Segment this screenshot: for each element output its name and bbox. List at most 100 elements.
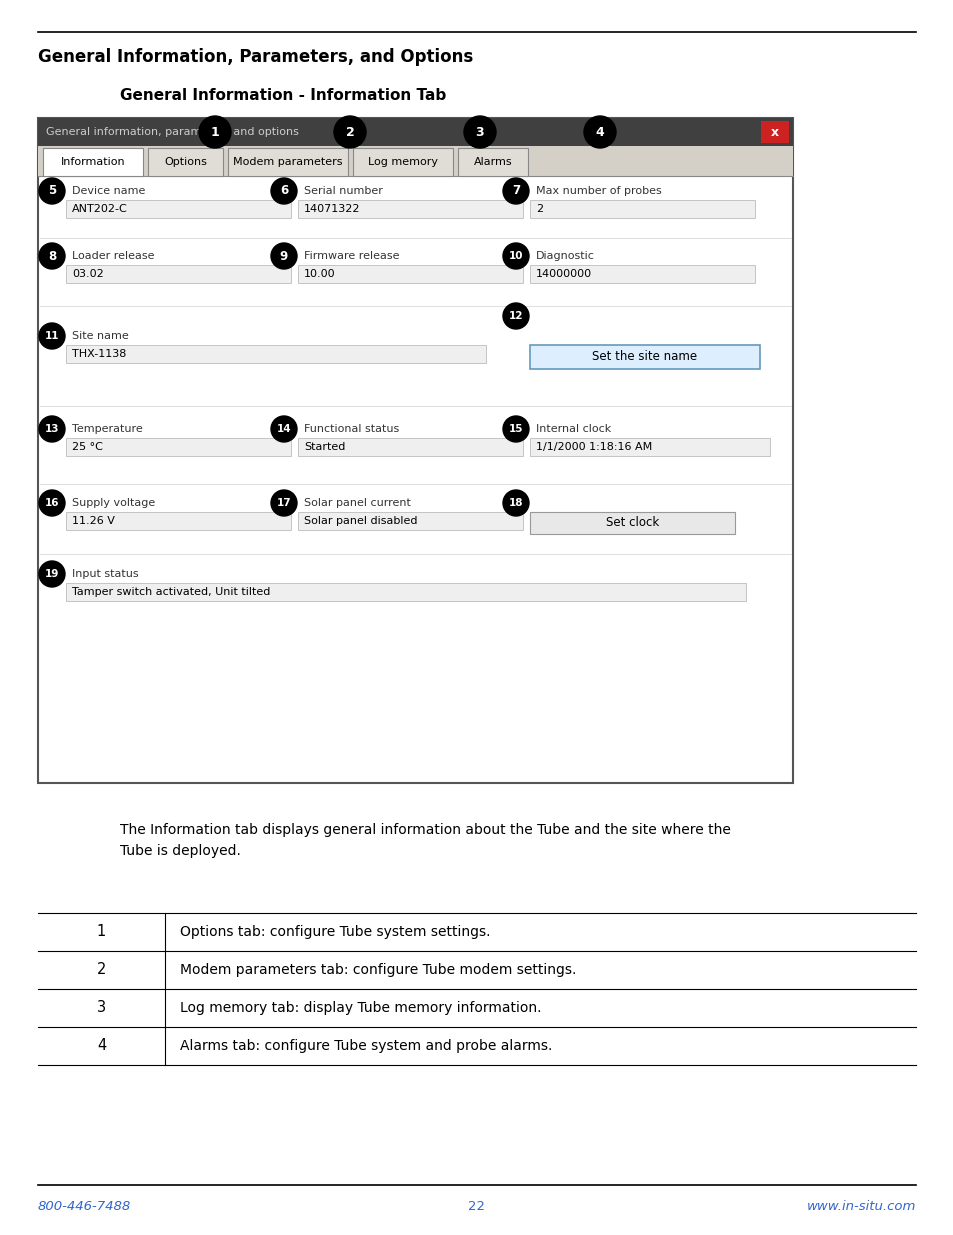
Circle shape <box>583 116 616 148</box>
FancyBboxPatch shape <box>66 345 485 363</box>
FancyBboxPatch shape <box>530 266 754 283</box>
Circle shape <box>502 416 529 442</box>
Text: General Information - Information Tab: General Information - Information Tab <box>120 88 446 103</box>
Text: Modem parameters: Modem parameters <box>233 157 342 167</box>
Text: 25 °C: 25 °C <box>71 442 103 452</box>
FancyBboxPatch shape <box>530 345 760 369</box>
Text: Alarms tab: configure Tube system and probe alarms.: Alarms tab: configure Tube system and pr… <box>180 1039 552 1053</box>
Text: Site name: Site name <box>71 331 129 341</box>
Text: Max number of probes: Max number of probes <box>536 186 661 196</box>
Text: 5: 5 <box>48 184 56 198</box>
Text: 18: 18 <box>508 498 522 508</box>
Circle shape <box>39 416 65 442</box>
FancyBboxPatch shape <box>530 513 734 534</box>
Circle shape <box>502 303 529 329</box>
Circle shape <box>271 178 296 204</box>
Text: General information, parameters and options: General information, parameters and opti… <box>46 127 298 137</box>
FancyBboxPatch shape <box>43 148 143 177</box>
Circle shape <box>39 243 65 269</box>
Text: The Information tab displays general information about the Tube and the site whe: The Information tab displays general inf… <box>120 823 730 857</box>
Text: 14000000: 14000000 <box>536 269 592 279</box>
FancyBboxPatch shape <box>297 200 522 219</box>
Text: 10: 10 <box>508 251 522 261</box>
Text: 2: 2 <box>96 962 106 977</box>
Circle shape <box>39 561 65 587</box>
FancyBboxPatch shape <box>66 266 291 283</box>
FancyBboxPatch shape <box>353 148 453 177</box>
Circle shape <box>271 416 296 442</box>
Text: Solar panel disabled: Solar panel disabled <box>304 516 417 526</box>
Text: Firmware release: Firmware release <box>304 251 399 261</box>
FancyBboxPatch shape <box>297 513 522 530</box>
Text: Log memory: Log memory <box>368 157 437 167</box>
Circle shape <box>39 178 65 204</box>
Text: THX-1138: THX-1138 <box>71 350 126 359</box>
Text: General Information, Parameters, and Options: General Information, Parameters, and Opt… <box>38 48 473 65</box>
Circle shape <box>39 490 65 516</box>
FancyBboxPatch shape <box>38 146 792 177</box>
Text: Internal clock: Internal clock <box>536 424 611 433</box>
Text: Options: Options <box>164 157 207 167</box>
Text: Log memory tab: display Tube memory information.: Log memory tab: display Tube memory info… <box>180 1002 541 1015</box>
Text: Diagnostic: Diagnostic <box>536 251 595 261</box>
Text: 16: 16 <box>45 498 59 508</box>
Text: 17: 17 <box>276 498 291 508</box>
Text: 3: 3 <box>476 126 484 138</box>
Text: Options tab: configure Tube system settings.: Options tab: configure Tube system setti… <box>180 925 490 939</box>
Circle shape <box>502 490 529 516</box>
Text: Input status: Input status <box>71 569 138 579</box>
Text: 03.02: 03.02 <box>71 269 104 279</box>
Text: 1/1/2000 1:18:16 AM: 1/1/2000 1:18:16 AM <box>536 442 652 452</box>
Text: ANT202-C: ANT202-C <box>71 204 128 214</box>
Text: Solar panel current: Solar panel current <box>304 498 411 508</box>
Text: Information: Information <box>61 157 125 167</box>
Text: 19: 19 <box>45 569 59 579</box>
Text: 2: 2 <box>345 126 354 138</box>
FancyBboxPatch shape <box>297 266 522 283</box>
Text: 2: 2 <box>536 204 542 214</box>
Text: Supply voltage: Supply voltage <box>71 498 155 508</box>
Circle shape <box>39 324 65 350</box>
Circle shape <box>199 116 231 148</box>
Text: Set clock: Set clock <box>605 516 659 530</box>
FancyBboxPatch shape <box>66 583 745 601</box>
FancyBboxPatch shape <box>530 438 769 456</box>
Text: Temperature: Temperature <box>71 424 143 433</box>
Circle shape <box>502 178 529 204</box>
Text: Loader release: Loader release <box>71 251 154 261</box>
FancyBboxPatch shape <box>228 148 348 177</box>
Text: 1: 1 <box>211 126 219 138</box>
Text: 6: 6 <box>279 184 288 198</box>
Circle shape <box>271 490 296 516</box>
Text: 15: 15 <box>508 424 522 433</box>
Text: x: x <box>770 126 779 138</box>
FancyBboxPatch shape <box>38 119 792 146</box>
Text: 13: 13 <box>45 424 59 433</box>
FancyBboxPatch shape <box>38 119 792 783</box>
Text: 8: 8 <box>48 249 56 263</box>
Text: www.in-situ.com: www.in-situ.com <box>806 1200 915 1214</box>
FancyBboxPatch shape <box>457 148 527 177</box>
Text: 4: 4 <box>97 1039 106 1053</box>
Circle shape <box>271 243 296 269</box>
FancyBboxPatch shape <box>66 438 291 456</box>
Text: 11.26 V: 11.26 V <box>71 516 114 526</box>
Text: Functional status: Functional status <box>304 424 399 433</box>
FancyBboxPatch shape <box>760 121 788 143</box>
Text: 10.00: 10.00 <box>304 269 335 279</box>
Text: Device name: Device name <box>71 186 145 196</box>
Text: 12: 12 <box>508 311 522 321</box>
Text: 1: 1 <box>97 925 106 940</box>
Text: 3: 3 <box>97 1000 106 1015</box>
Circle shape <box>334 116 366 148</box>
FancyBboxPatch shape <box>66 200 291 219</box>
Text: 9: 9 <box>279 249 288 263</box>
Text: Serial number: Serial number <box>304 186 382 196</box>
FancyBboxPatch shape <box>66 513 291 530</box>
FancyBboxPatch shape <box>297 438 522 456</box>
Text: Modem parameters tab: configure Tube modem settings.: Modem parameters tab: configure Tube mod… <box>180 963 576 977</box>
Circle shape <box>463 116 496 148</box>
Text: Alarms: Alarms <box>474 157 512 167</box>
Text: 14071322: 14071322 <box>304 204 360 214</box>
Text: 4: 4 <box>595 126 604 138</box>
